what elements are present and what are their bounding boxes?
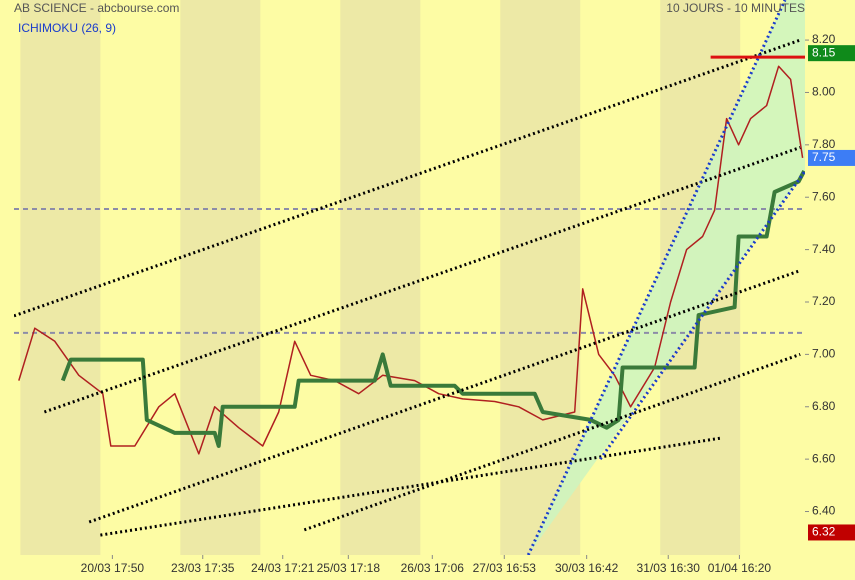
price-marker xyxy=(808,524,855,541)
x-tick-label: 27/03 16:53 xyxy=(473,561,537,575)
day-band xyxy=(180,0,261,555)
trendline xyxy=(43,146,801,414)
x-tick-label: 24/03 17:21 xyxy=(251,561,315,575)
y-tick-label: 6.60 xyxy=(812,451,836,465)
day-band xyxy=(500,0,581,555)
y-tick-label: 8.00 xyxy=(812,85,836,99)
x-tick-label: 25/03 17:18 xyxy=(317,561,381,575)
trendline xyxy=(599,170,805,461)
x-tick-label: 30/03 16:42 xyxy=(555,561,619,575)
chart-title: AB SCIENCE - abcbourse.com xyxy=(14,1,179,15)
day-band xyxy=(340,0,421,555)
x-tick-label: 31/03 16:30 xyxy=(637,561,701,575)
price-marker xyxy=(808,45,855,62)
trendline xyxy=(526,0,787,555)
x-tick-label: 20/03 17:50 xyxy=(81,561,145,575)
y-tick-label: 6.80 xyxy=(812,399,836,413)
y-tick-label: 7.20 xyxy=(812,294,836,308)
x-tick-label: 23/03 17:35 xyxy=(171,561,235,575)
indicator-label: ICHIMOKU (26, 9) xyxy=(18,21,116,35)
x-tick-label: 26/03 17:06 xyxy=(401,561,465,575)
price-marker-label: 6.32 xyxy=(812,525,836,539)
y-tick-label: 7.60 xyxy=(812,189,836,203)
chart-subtitle: 10 JOURS - 10 MINUTES xyxy=(666,1,805,15)
y-tick-label: 7.00 xyxy=(812,347,836,361)
series-line xyxy=(18,65,804,455)
plot-area xyxy=(14,0,805,555)
trendline xyxy=(14,38,801,318)
x-tick-label: 01/04 16:20 xyxy=(708,561,772,575)
price-marker xyxy=(808,149,855,166)
y-tick-label: 7.40 xyxy=(812,242,836,256)
y-tick-label: 8.20 xyxy=(812,32,836,46)
price-marker-label: 7.75 xyxy=(812,150,836,164)
series-line xyxy=(60,170,805,448)
price-marker-label: 8.15 xyxy=(812,45,836,59)
y-tick-label: 6.40 xyxy=(812,504,836,518)
trendline xyxy=(88,269,801,524)
y-tick-label: 7.80 xyxy=(812,137,836,151)
day-band xyxy=(20,0,101,555)
